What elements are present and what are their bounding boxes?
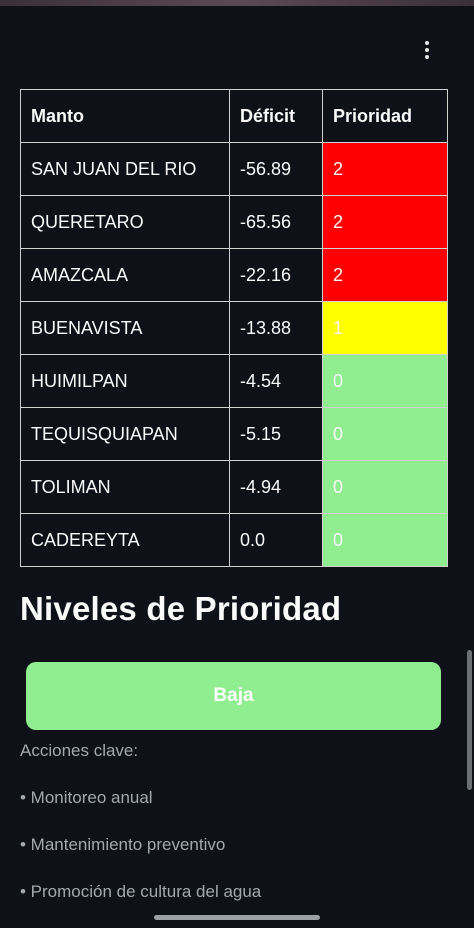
top-accent-bar <box>0 0 474 6</box>
priority-table: Manto Déficit Prioridad SAN JUAN DEL RIO… <box>20 89 448 567</box>
section-title: Niveles de Prioridad <box>20 590 342 627</box>
table-row: AMAZCALA -22.16 2 <box>20 248 448 302</box>
cell-deficit: -13.88 <box>229 301 323 355</box>
scrollbar[interactable] <box>467 650 472 790</box>
table-row: HUIMILPAN -4.54 0 <box>20 354 448 408</box>
cell-prioridad: 0 <box>322 407 448 461</box>
cell-deficit: -56.89 <box>229 142 323 196</box>
cell-manto: TEQUISQUIAPAN <box>20 407 230 461</box>
cell-manto: QUERETARO <box>20 195 230 249</box>
vertical-ellipsis-icon <box>425 41 429 59</box>
cell-deficit: -65.56 <box>229 195 323 249</box>
cell-prioridad: 1 <box>322 301 448 355</box>
actions-label: Acciones clave: <box>20 741 139 760</box>
cell-manto: AMAZCALA <box>20 248 230 302</box>
cell-deficit: -5.15 <box>229 407 323 461</box>
cell-prioridad: 2 <box>322 195 448 249</box>
cell-deficit: -4.94 <box>229 460 323 514</box>
priority-level-button[interactable]: Baja <box>26 662 441 730</box>
table-header-row: Manto Déficit Prioridad <box>20 89 448 143</box>
cell-prioridad: 2 <box>322 142 448 196</box>
cell-deficit: 0.0 <box>229 513 323 567</box>
column-header-manto: Manto <box>20 89 230 143</box>
action-item: • Promoción de cultura del agua <box>20 882 262 901</box>
main-menu-button[interactable] <box>414 38 440 62</box>
table-row: BUENAVISTA -13.88 1 <box>20 301 448 355</box>
cell-manto: HUIMILPAN <box>20 354 230 408</box>
cell-prioridad: 2 <box>322 248 448 302</box>
cell-prioridad: 0 <box>322 354 448 408</box>
cell-deficit: -4.54 <box>229 354 323 408</box>
cell-deficit: -22.16 <box>229 248 323 302</box>
column-header-prioridad: Prioridad <box>322 89 448 143</box>
table-row: QUERETARO -65.56 2 <box>20 195 448 249</box>
table-row: SAN JUAN DEL RIO -56.89 2 <box>20 142 448 196</box>
table-row: CADEREYTA 0.0 0 <box>20 513 448 567</box>
cell-prioridad: 0 <box>322 513 448 567</box>
action-item: • Mantenimiento preventivo <box>20 835 226 854</box>
cell-manto: TOLIMAN <box>20 460 230 514</box>
table-row: TOLIMAN -4.94 0 <box>20 460 448 514</box>
home-indicator[interactable] <box>154 915 320 920</box>
cell-manto: BUENAVISTA <box>20 301 230 355</box>
column-header-deficit: Déficit <box>229 89 323 143</box>
action-item: • Monitoreo anual <box>20 788 153 807</box>
cell-manto: SAN JUAN DEL RIO <box>20 142 230 196</box>
cell-prioridad: 0 <box>322 460 448 514</box>
table-row: TEQUISQUIAPAN -5.15 0 <box>20 407 448 461</box>
cell-manto: CADEREYTA <box>20 513 230 567</box>
